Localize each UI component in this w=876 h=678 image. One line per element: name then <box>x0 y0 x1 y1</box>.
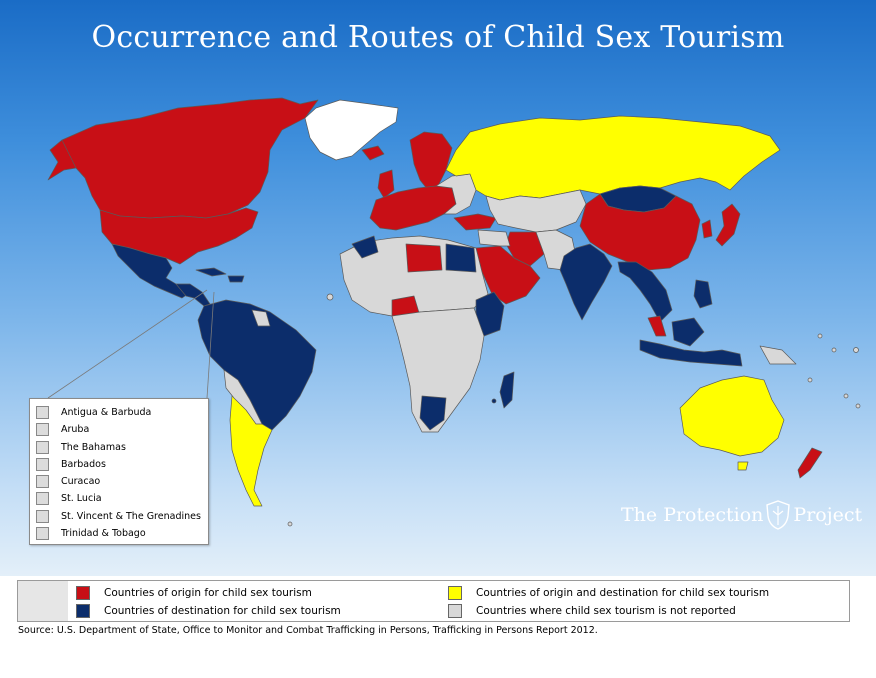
inset-leader-line <box>206 291 215 399</box>
island <box>853 347 859 353</box>
country-brazil-region <box>197 299 317 431</box>
island <box>807 377 813 383</box>
country-japan <box>715 203 741 247</box>
watermark-text-right: Project <box>793 504 863 526</box>
legend-swatch-origin <box>76 586 90 600</box>
small-country-label: Trinidad & Tobago <box>61 527 146 539</box>
legend-item-not-reported: Countries where child sex tourism is not… <box>448 603 736 619</box>
island <box>843 393 849 399</box>
country-australia <box>679 375 785 457</box>
small-country-row: St. Vincent & The Grenadines <box>36 508 201 524</box>
country-indonesia <box>639 339 743 367</box>
country-argentina-chile <box>229 379 273 507</box>
island <box>831 347 837 353</box>
country-swatch <box>36 526 49 540</box>
country-iraq-syria <box>477 229 511 247</box>
legend-swatch-destination <box>76 604 90 618</box>
legend-label-origin: Countries of origin for child sex touris… <box>104 587 312 599</box>
country-india <box>559 243 613 321</box>
legend-side-panel <box>18 581 68 621</box>
island <box>817 333 823 339</box>
country-guianas <box>251 309 271 327</box>
small-country-row: St. Lucia <box>36 490 102 506</box>
shield-logo-icon <box>766 500 791 530</box>
small-country-row: Aruba <box>36 421 89 437</box>
small-country-label: The Bahamas <box>61 441 126 453</box>
small-country-label: Barbados <box>61 458 106 470</box>
map-legend: Countries of origin for child sex touris… <box>17 580 850 622</box>
country-libya <box>405 243 443 273</box>
world-map <box>47 97 861 527</box>
legend-item-both: Countries of origin and destination for … <box>448 585 769 601</box>
country-new-zealand <box>797 447 823 479</box>
country-central-asia <box>485 189 587 233</box>
country-iceland <box>361 145 385 161</box>
country-russia <box>445 115 781 201</box>
country-arabia <box>475 245 541 305</box>
country-turkey <box>453 213 497 231</box>
country-madagascar <box>499 371 515 409</box>
small-country-row: The Bahamas <box>36 439 126 455</box>
map-title: Occurrence and Routes of Child Sex Touri… <box>91 20 785 55</box>
small-country-label: Curacao <box>61 475 101 487</box>
country-hispaniola <box>227 275 245 283</box>
small-countries-inset: Antigua & Barbuda Aruba The Bahamas Barb… <box>29 398 209 545</box>
small-country-row: Antigua & Barbuda <box>36 404 151 420</box>
legend-label-both: Countries of origin and destination for … <box>476 587 770 599</box>
country-swatch <box>36 440 49 454</box>
small-country-row: Trinidad & Tobago <box>36 525 146 541</box>
legend-label-destination: Countries of destination for child sex t… <box>104 605 341 617</box>
watermark-text-left: The Protection <box>621 504 764 526</box>
country-scandinavia <box>409 131 453 191</box>
country-swatch <box>36 491 49 505</box>
legend-swatch-both <box>448 586 462 600</box>
island <box>287 521 293 527</box>
country-swatch <box>36 422 49 436</box>
legend-item-destination: Countries of destination for child sex t… <box>76 603 341 619</box>
country-south-africa <box>419 395 447 431</box>
source-note: Source: U.S. Department of State, Office… <box>18 625 598 636</box>
small-country-label: St. Lucia <box>61 492 102 504</box>
country-swatch <box>36 474 49 488</box>
small-country-label: St. Vincent & The Grenadines <box>61 510 201 522</box>
legend-swatch-not-reported <box>448 604 462 618</box>
country-bolivia-paraguay <box>223 369 263 425</box>
country-southeast-asia <box>617 261 673 323</box>
country-morocco <box>351 235 379 259</box>
country-uk <box>377 169 395 199</box>
country-tasmania <box>737 461 749 471</box>
small-country-row: Curacao <box>36 473 100 489</box>
country-korea <box>701 219 713 239</box>
protection-project-watermark: The Protection Project <box>621 500 862 530</box>
island <box>491 398 497 404</box>
country-cuba <box>195 267 227 277</box>
country-papua <box>759 345 797 365</box>
country-central-south-africa <box>391 307 485 433</box>
small-country-label: Antigua & Barbuda <box>61 406 152 418</box>
small-country-row: Barbados <box>36 456 106 472</box>
country-swatch <box>36 457 49 471</box>
legend-label-not-reported: Countries where child sex tourism is not… <box>476 605 736 617</box>
island <box>855 403 861 409</box>
inset-leader-line <box>47 289 208 399</box>
country-greenland <box>304 99 399 161</box>
island <box>326 293 334 301</box>
small-country-label: Aruba <box>61 423 90 435</box>
country-egypt <box>445 243 477 273</box>
country-malaysia <box>647 315 667 337</box>
legend-item-origin: Countries of origin for child sex touris… <box>76 585 312 601</box>
country-swatch <box>36 405 49 419</box>
country-china <box>579 193 701 271</box>
country-philippines <box>693 279 713 309</box>
country-alaska <box>47 139 77 181</box>
country-canada <box>61 97 319 219</box>
country-swatch <box>36 509 49 523</box>
country-borneo <box>671 317 705 347</box>
